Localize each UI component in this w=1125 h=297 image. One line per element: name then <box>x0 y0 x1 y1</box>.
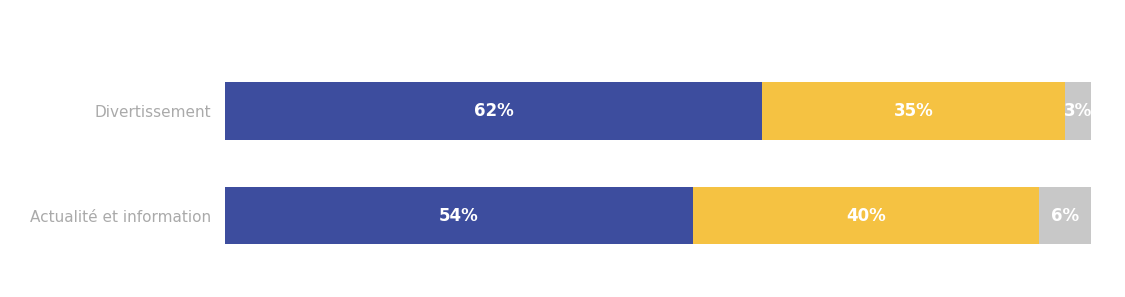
Bar <box>1065 82 1091 140</box>
Text: 40%: 40% <box>846 207 885 225</box>
Bar <box>225 187 693 244</box>
Text: 35%: 35% <box>893 102 934 120</box>
Bar <box>693 187 1040 244</box>
Text: 3%: 3% <box>1064 102 1092 120</box>
Bar <box>225 82 762 140</box>
Text: 54%: 54% <box>439 207 479 225</box>
Text: 6%: 6% <box>1051 207 1079 225</box>
Text: 62%: 62% <box>474 102 513 120</box>
Bar <box>1040 187 1091 244</box>
Bar <box>762 82 1065 140</box>
